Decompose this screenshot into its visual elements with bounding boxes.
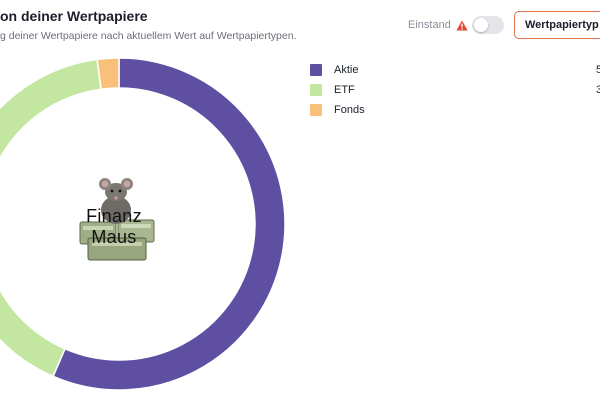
logo-text-line-1: Finanz (86, 206, 142, 226)
legend-item-etf[interactable]: ETF 3 (310, 80, 600, 100)
legend-item-aktie[interactable]: Aktie 5 (310, 60, 600, 80)
logo-text: Finanz Maus (72, 206, 156, 248)
toggle-knob (474, 18, 488, 32)
einstand-label: Einstand (408, 19, 451, 31)
logo-text-line-2: Maus (91, 227, 137, 247)
legend-label: Fonds (334, 104, 365, 116)
legend-label: ETF (334, 84, 355, 96)
legend-label: Aktie (334, 64, 359, 76)
chart-legend: Aktie 5 ETF 3 Fonds (310, 60, 600, 120)
page-title: on deiner Wertpapiere (0, 8, 148, 24)
legend-value: 3 (596, 84, 600, 96)
warning-icon (456, 20, 468, 31)
einstand-control: Einstand (408, 19, 468, 31)
legend-value: 5 (596, 64, 600, 76)
page-subtitle: g deiner Wertpapiere nach aktuellem Wert… (0, 30, 297, 42)
finanzmaus-logo (79, 178, 155, 261)
legend-swatch (310, 64, 322, 76)
donut-slice-fonds[interactable] (96, 57, 120, 91)
donut-slice-aktie[interactable] (52, 57, 286, 391)
donut-chart (0, 57, 286, 391)
legend-item-fonds[interactable]: Fonds (310, 100, 600, 120)
einstand-toggle[interactable] (472, 16, 504, 34)
legend-swatch (310, 104, 322, 116)
legend-swatch (310, 84, 322, 96)
wertpapiertyp-dropdown[interactable]: Wertpapiertyp (514, 11, 600, 39)
